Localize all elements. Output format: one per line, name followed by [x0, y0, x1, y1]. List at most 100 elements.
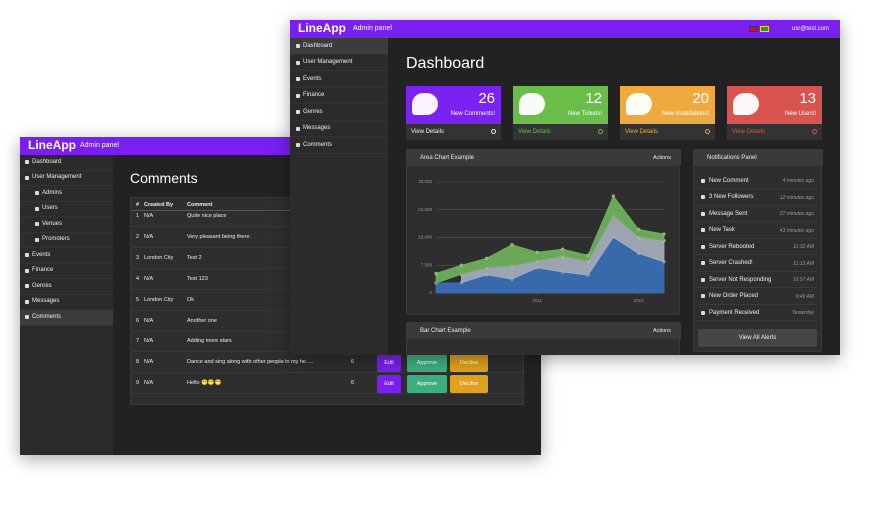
- notification-item[interactable]: 3 New Followers 12 minutes ago: [698, 190, 817, 206]
- sidebar-item[interactable]: Events: [290, 71, 388, 88]
- sidebar-item[interactable]: Genres: [290, 104, 388, 121]
- action-button[interactable]: Approve: [407, 375, 447, 394]
- notification-time: 9:49 AM: [795, 293, 814, 300]
- card-footer[interactable]: View Details: [513, 124, 608, 140]
- card-footer[interactable]: View Details: [620, 124, 715, 140]
- sidebar-item[interactable]: Users: [20, 202, 113, 217]
- flag-uk[interactable]: [749, 26, 758, 32]
- notification-item[interactable]: Message Sent 27 minutes ago: [698, 206, 817, 222]
- row-comment: Ok: [187, 296, 195, 303]
- notification-label: Server Crashed!: [709, 260, 753, 266]
- panel-header: Area Chart Example Actions: [407, 150, 681, 166]
- sidebar-icon: [296, 77, 300, 81]
- data-point: [510, 243, 514, 247]
- sidebar-item[interactable]: Promoters: [20, 233, 113, 248]
- row-comment: Test 2: [187, 254, 202, 261]
- panel-title: Bar Chart Example: [420, 327, 471, 334]
- notification-icon: [701, 310, 705, 315]
- card-icon: [412, 93, 438, 115]
- actions-menu[interactable]: Actions: [652, 154, 671, 161]
- row-created-by: London City: [144, 296, 174, 303]
- button-label: Approve: [416, 359, 438, 366]
- notification-icon: [701, 244, 705, 249]
- card-link: View Details: [518, 128, 551, 135]
- action-button[interactable]: Edit: [377, 375, 401, 394]
- card-icon: [733, 93, 759, 115]
- stat-card[interactable]: 13 New Users!: [727, 86, 822, 124]
- notification-item[interactable]: Server Crashed! 11:13 AM: [698, 256, 817, 272]
- notification-item[interactable]: New Task 43 minutes ago: [698, 223, 817, 239]
- data-point: [459, 263, 463, 267]
- view-all-button[interactable]: View All Alerts: [698, 329, 817, 347]
- notification-icon: [701, 261, 705, 265]
- sidebar-item[interactable]: User Management: [290, 55, 388, 71]
- sidebar-item[interactable]: Events: [20, 248, 113, 264]
- row-created-by: N/A: [144, 275, 154, 282]
- sidebar-item[interactable]: Genres: [20, 279, 113, 295]
- row-id: 9: [136, 380, 140, 387]
- row-comment: Quite nice place: [187, 213, 227, 219]
- dashboard-window: LineApp Admin panel usr@test.com Dashboard U…: [290, 20, 840, 355]
- sidebar-item[interactable]: Finance: [20, 264, 113, 279]
- table-header: #: [136, 202, 140, 208]
- sidebar: Dashboard User Management Admins Users Venue…: [20, 155, 113, 455]
- card-arrow: [598, 129, 603, 134]
- sidebar-item[interactable]: Messages: [290, 121, 388, 137]
- page-title: Dashboard: [406, 55, 485, 72]
- notification-item[interactable]: New Comment 4 minutes ago: [698, 173, 817, 189]
- sidebar-label: Comments: [303, 141, 333, 148]
- actions-menu[interactable]: Actions: [652, 327, 671, 334]
- panel-header: Notifications Panel: [694, 150, 823, 166]
- sidebar-item[interactable]: Finance: [290, 88, 388, 104]
- row-id: 6: [136, 317, 140, 324]
- sidebar-icon: [296, 110, 300, 114]
- card-link: View Details: [732, 128, 765, 135]
- card-icon: [626, 93, 652, 115]
- user-menu[interactable]: usr@test.com: [791, 25, 829, 32]
- card-count: 12: [585, 90, 602, 107]
- sidebar-label: Finance: [32, 267, 54, 273]
- stat-card[interactable]: 26 New Comments!: [406, 86, 501, 124]
- sidebar-item[interactable]: Messages: [20, 295, 113, 310]
- card-label: New Installations!: [661, 111, 709, 117]
- notification-icon: [701, 277, 705, 282]
- row-divider: [131, 393, 525, 395]
- notification-item[interactable]: Server Rebooted 11:32 AM: [698, 239, 817, 255]
- sidebar-item[interactable]: Admins: [20, 186, 113, 202]
- notification-label: New Task: [709, 227, 735, 233]
- notification-item[interactable]: Server Not Responding 10:57 AM: [698, 272, 817, 288]
- sidebar-item[interactable]: Dashboard: [20, 155, 113, 171]
- notification-item[interactable]: New Order Placed 9:49 AM: [698, 289, 817, 305]
- sidebar-item[interactable]: Comments: [290, 137, 388, 154]
- stat-card[interactable]: 20 New Installations!: [620, 86, 715, 124]
- action-button[interactable]: Edit: [377, 354, 401, 373]
- card-arrow: [491, 129, 496, 134]
- button-label: Edit: [384, 380, 394, 387]
- row-comment: Adding more stars: [187, 338, 232, 345]
- sidebar-icon: [25, 299, 29, 304]
- row-created-by: N/A: [144, 338, 154, 345]
- sidebar-icon: [25, 175, 29, 180]
- card-label: New Comments!: [450, 111, 495, 117]
- action-button[interactable]: Decline: [450, 354, 488, 373]
- stat-card[interactable]: 12 New Tickets!: [513, 86, 608, 124]
- chart-panel: Bar Chart Example Actions: [406, 322, 681, 355]
- flag-br[interactable]: [760, 26, 769, 32]
- sidebar-label: Users: [42, 205, 58, 211]
- sidebar-item[interactable]: Comments: [20, 310, 113, 326]
- action-button[interactable]: Approve: [407, 354, 447, 373]
- card-footer[interactable]: View Details: [727, 124, 822, 140]
- sidebar-item[interactable]: Venues: [20, 217, 113, 233]
- action-button[interactable]: Decline: [450, 375, 488, 394]
- sidebar-icon: [296, 60, 300, 65]
- notification-item[interactable]: Payment Received Yesterday: [698, 305, 817, 321]
- sidebar-item[interactable]: Dashboard: [290, 38, 388, 55]
- card-label: New Tickets!: [567, 111, 602, 117]
- sidebar-label: Events: [32, 251, 51, 258]
- sidebar-label: Admins: [42, 189, 63, 196]
- row-comment: Another one: [187, 317, 217, 324]
- sidebar-item[interactable]: User Management: [20, 171, 113, 186]
- button-label: Approve: [416, 380, 438, 387]
- card-footer[interactable]: View Details: [406, 124, 501, 140]
